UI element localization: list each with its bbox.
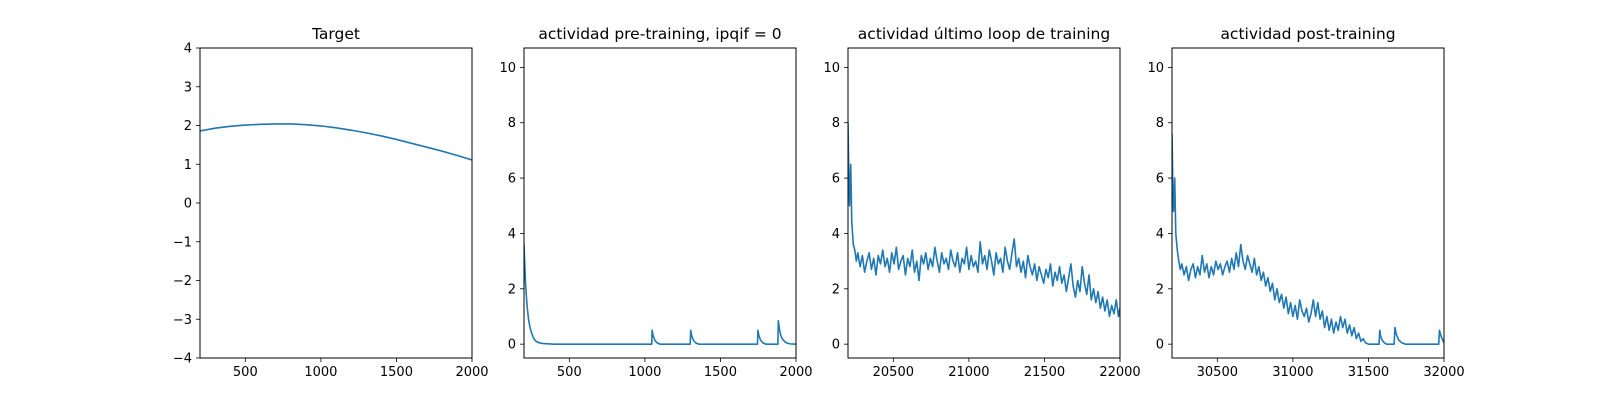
x-tick-label: 20500 [873, 365, 914, 380]
y-tick-label: 6 [1156, 172, 1164, 187]
y-tick-label: 4 [1156, 227, 1164, 242]
series-line-3-1 [848, 121, 1120, 318]
panel-title: Target [311, 25, 360, 43]
chart-panel-1: 500 1000 1500 2000 −4 −3 −2 −1 0 1 2 3 4 Target [173, 25, 489, 380]
panel-title: actividad pre-training, ipqif = 0 [538, 25, 781, 43]
series-line-2-1 [524, 243, 796, 345]
y-tick-label: 0 [508, 338, 516, 353]
y-tick-label: 4 [184, 42, 192, 57]
x-tick-label: 32000 [1423, 365, 1464, 380]
axes-frame [199, 47, 473, 359]
y-tick-label: 2 [508, 282, 516, 297]
x-tick-label: 1000 [628, 365, 661, 380]
y-tick-label: 10 [1147, 61, 1164, 76]
x-tick-label: 1500 [380, 365, 413, 380]
x-tick-label: 2000 [779, 365, 812, 380]
y-tick-label: 8 [1156, 116, 1164, 131]
y-tick-label: 3 [184, 80, 192, 95]
x-tick-label: 31000 [1272, 365, 1313, 380]
x-tick-label: 31500 [1348, 365, 1389, 380]
x-tick-label: 1000 [304, 365, 337, 380]
y-tick-label: 0 [1156, 338, 1164, 353]
axes-frame [1171, 47, 1445, 359]
axes-frame [523, 47, 797, 359]
chart-panel-4: 30500 31000 31500 32000 0 2 4 6 8 10 actividad pos… [1147, 25, 1464, 380]
y-tick-label: −2 [173, 274, 192, 289]
y-tick-label: 10 [823, 61, 840, 76]
y-tick-label: 4 [508, 227, 516, 242]
y-tick-label: 2 [184, 119, 192, 134]
y-tick-label: 1 [184, 158, 192, 173]
chart-panel-2: 500 1000 1500 2000 0 2 4 6 8 10 actividad pre-trai… [499, 25, 812, 380]
y-tick-label: 6 [508, 172, 516, 187]
y-tick-label: −1 [173, 235, 192, 250]
y-tick-label: −4 [173, 352, 192, 367]
x-tick-label: 21500 [1024, 365, 1065, 380]
y-tick-label: 8 [508, 116, 516, 131]
x-tick-label: 1500 [704, 365, 737, 380]
y-tick-label: 2 [1156, 282, 1164, 297]
y-tick-label: 4 [832, 227, 840, 242]
y-tick-label: 2 [832, 282, 840, 297]
x-tick-label: 22000 [1099, 365, 1140, 380]
y-tick-label: −3 [173, 313, 192, 328]
x-tick-label: 30500 [1197, 365, 1238, 380]
x-tick-label: 2000 [455, 365, 488, 380]
x-tick-label: 500 [233, 365, 258, 380]
y-tick-label: 6 [832, 172, 840, 187]
chart-panel-3: 20500 21000 21500 22000 0 2 4 6 8 10 actividad últ… [823, 25, 1140, 380]
y-tick-label: 10 [499, 61, 516, 76]
series-line-1-1 [200, 123, 472, 161]
axes-frame [847, 47, 1121, 359]
y-tick-label: 0 [832, 338, 840, 353]
series-line-4-1 [1172, 133, 1444, 345]
x-tick-label: 21000 [948, 365, 989, 380]
panel-title: actividad último loop de training [858, 25, 1110, 43]
y-tick-label: 0 [184, 197, 192, 212]
x-tick-label: 500 [557, 365, 582, 380]
y-tick-label: 8 [832, 116, 840, 131]
panel-title: actividad post-training [1220, 25, 1395, 43]
